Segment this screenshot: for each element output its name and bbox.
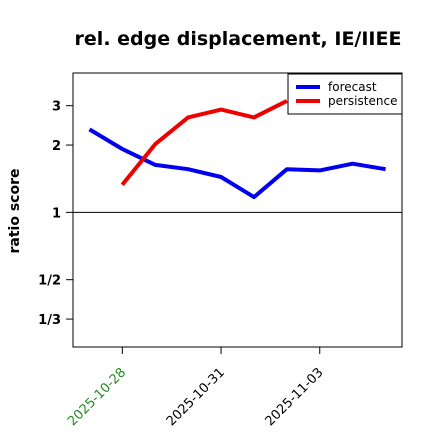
y-tick-label: 1/2 (38, 274, 61, 289)
plot-frame (72, 72, 403, 348)
legend-label-persistence: persistence (328, 94, 397, 108)
series-line-forecast (88, 127, 386, 200)
y-tick-label: 1/3 (38, 313, 61, 328)
x-tick-label: 2025-10-31 (164, 365, 228, 429)
y-axis-label: ratio score (7, 169, 23, 254)
y-tick-label: 3 (52, 100, 61, 115)
plot-area: 3 2 1 1/2 1/3 2025-10-28 2025-10-31 2025-11-03 f… (38, 72, 403, 429)
x-tick-label: 2025-10-28 (65, 365, 129, 429)
series-line-persistence (120, 99, 288, 186)
y-tick-label: 2 (52, 139, 61, 154)
chart-title: rel. edge displacement, IE/IIEE (75, 28, 402, 50)
x-tick-label: 2025-11-03 (263, 365, 327, 429)
legend-label-forecast: forecast (328, 80, 377, 94)
legend-box (287, 73, 403, 115)
y-tick-label: 1 (52, 206, 61, 221)
